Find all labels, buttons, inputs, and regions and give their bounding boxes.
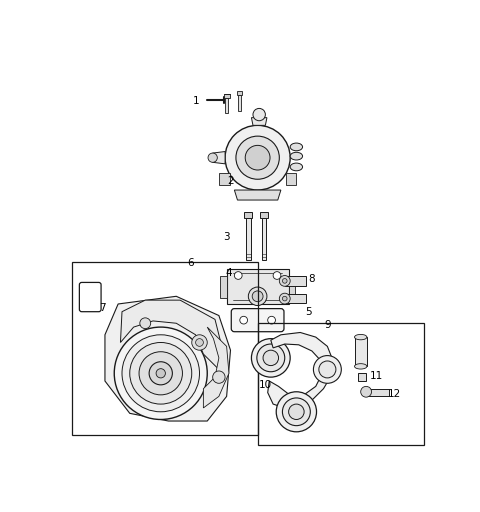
- Bar: [355, 337, 367, 367]
- FancyBboxPatch shape: [231, 309, 284, 332]
- Circle shape: [282, 398, 311, 425]
- Circle shape: [252, 338, 290, 377]
- Text: 12: 12: [388, 389, 401, 399]
- Polygon shape: [213, 152, 225, 164]
- Text: 1: 1: [192, 96, 199, 106]
- Bar: [238, 91, 242, 95]
- Circle shape: [252, 291, 263, 302]
- Ellipse shape: [355, 334, 367, 340]
- Text: 3: 3: [223, 232, 230, 242]
- Polygon shape: [286, 173, 296, 185]
- Circle shape: [234, 272, 242, 280]
- Text: 8: 8: [309, 273, 315, 284]
- Bar: [285, 276, 306, 286]
- Circle shape: [248, 287, 267, 306]
- Circle shape: [282, 296, 287, 301]
- Circle shape: [282, 279, 287, 283]
- Circle shape: [139, 352, 182, 395]
- Ellipse shape: [290, 143, 302, 151]
- Text: 10: 10: [259, 380, 272, 390]
- Bar: [227, 269, 288, 304]
- Circle shape: [257, 344, 285, 372]
- Text: 5: 5: [305, 307, 312, 317]
- Text: 6: 6: [187, 258, 193, 268]
- Bar: [258, 323, 424, 445]
- Text: 11: 11: [370, 371, 383, 380]
- Polygon shape: [234, 190, 281, 200]
- Circle shape: [122, 335, 200, 412]
- Bar: [359, 373, 366, 381]
- Ellipse shape: [355, 364, 367, 369]
- Text: 2: 2: [227, 176, 234, 186]
- Circle shape: [313, 355, 341, 383]
- Bar: [288, 275, 295, 298]
- Circle shape: [245, 145, 270, 170]
- Bar: [225, 98, 228, 113]
- Circle shape: [240, 316, 248, 324]
- Ellipse shape: [290, 152, 302, 160]
- Circle shape: [196, 338, 204, 346]
- Circle shape: [208, 153, 217, 162]
- Bar: [224, 94, 230, 98]
- Circle shape: [360, 387, 372, 397]
- Circle shape: [273, 272, 281, 280]
- Ellipse shape: [290, 163, 302, 171]
- Circle shape: [156, 369, 166, 378]
- Polygon shape: [120, 300, 223, 370]
- Circle shape: [279, 293, 290, 304]
- Bar: [220, 275, 227, 298]
- Polygon shape: [204, 327, 229, 408]
- Polygon shape: [219, 173, 230, 185]
- Circle shape: [225, 125, 290, 190]
- Circle shape: [149, 362, 172, 385]
- Circle shape: [279, 275, 290, 286]
- Circle shape: [130, 343, 192, 404]
- Circle shape: [192, 335, 207, 350]
- Bar: [262, 218, 266, 260]
- Polygon shape: [252, 118, 267, 125]
- Circle shape: [140, 318, 151, 329]
- Circle shape: [268, 316, 276, 324]
- Bar: [366, 389, 389, 396]
- Circle shape: [114, 327, 207, 419]
- Circle shape: [319, 361, 336, 378]
- Polygon shape: [105, 296, 230, 421]
- Circle shape: [213, 371, 225, 383]
- Bar: [260, 211, 268, 218]
- Bar: [72, 262, 258, 435]
- Bar: [238, 95, 241, 112]
- Circle shape: [263, 350, 278, 366]
- Circle shape: [288, 404, 304, 419]
- Circle shape: [236, 136, 279, 179]
- Bar: [244, 211, 252, 218]
- Text: 4: 4: [226, 268, 232, 278]
- Circle shape: [276, 392, 316, 432]
- Bar: [285, 294, 306, 303]
- Text: 9: 9: [324, 320, 331, 330]
- Circle shape: [253, 109, 265, 121]
- Polygon shape: [268, 332, 333, 408]
- Text: 7: 7: [99, 303, 106, 313]
- Bar: [246, 218, 251, 260]
